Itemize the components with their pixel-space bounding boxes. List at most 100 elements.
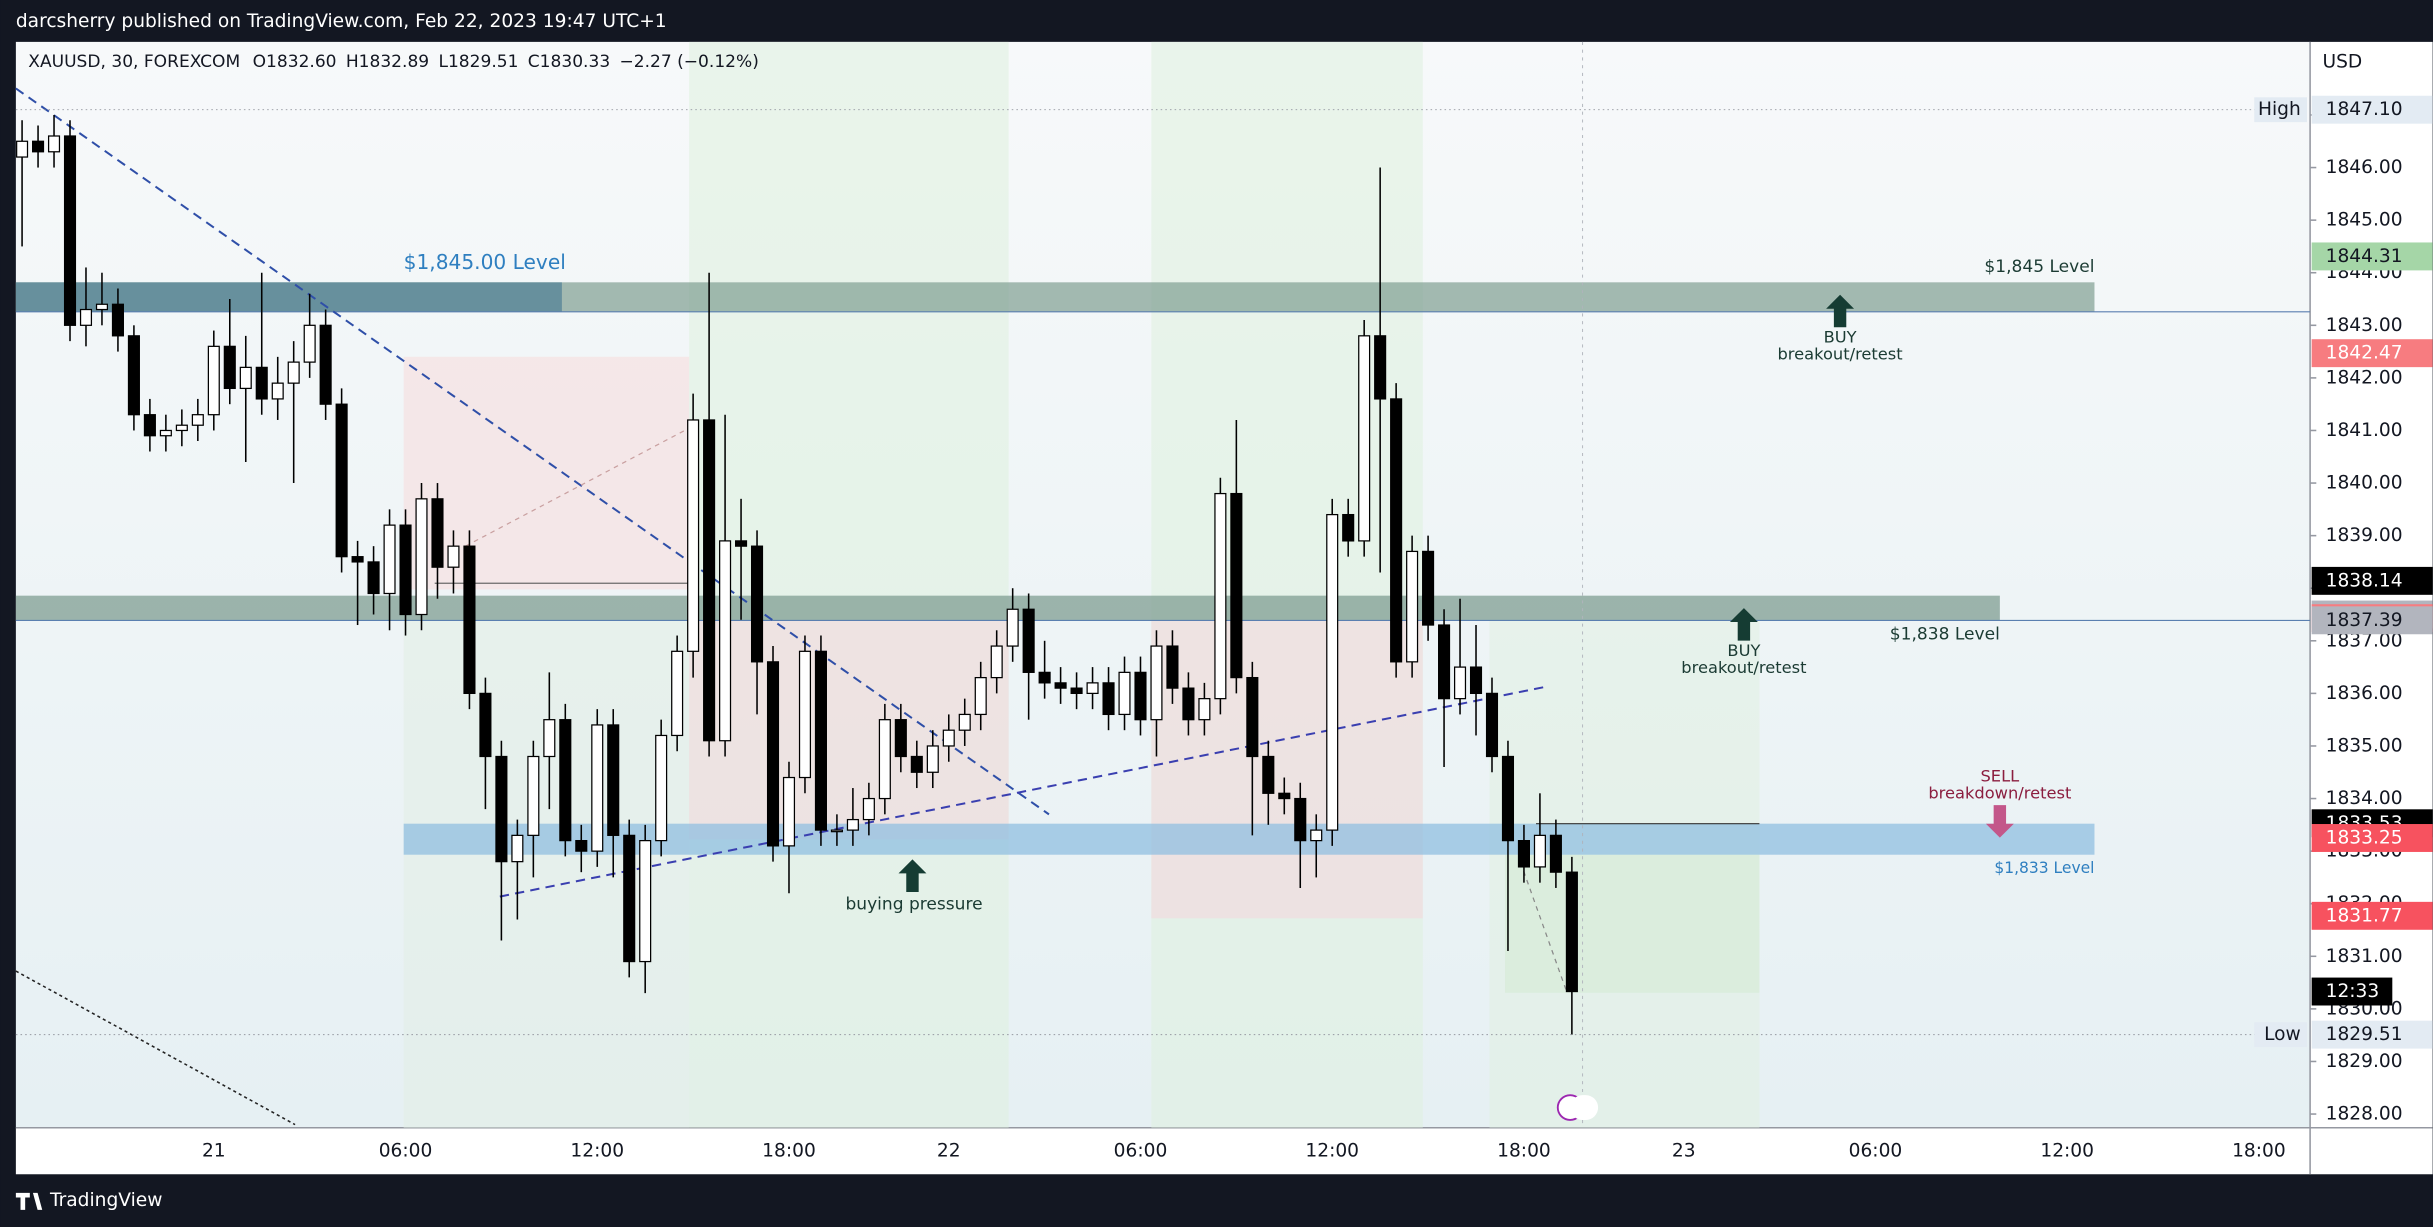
candle-body: [958, 713, 971, 731]
candle-body: [223, 345, 236, 390]
candle-body: [463, 545, 476, 695]
price-label-bg: [2311, 824, 2433, 852]
candle-body: [271, 382, 284, 400]
trend-line: [499, 686, 1545, 898]
annotation: BUY: [1824, 328, 1857, 347]
y-tick-label: 1829.00: [2326, 1051, 2403, 1072]
candle-body: [1006, 608, 1019, 647]
candle-body: [543, 719, 556, 758]
candle-body: [63, 135, 77, 326]
ohlc-label: H1832.89: [346, 52, 429, 72]
candle-body: [1246, 676, 1259, 758]
candle-body: [191, 414, 204, 426]
y-tick-label: 1831.00: [2326, 946, 2403, 967]
candle-body: [735, 540, 748, 547]
candle-body: [1342, 513, 1355, 542]
candle-body: [591, 724, 604, 852]
price-label: 1829.51: [2326, 1024, 2403, 1045]
candle-body: [719, 540, 732, 742]
annotation: breakout/retest: [1777, 345, 1902, 364]
candle-body: [1469, 666, 1483, 695]
candle-body: [1390, 398, 1403, 663]
price-label: 1842.47: [2326, 343, 2403, 364]
candle-body: [974, 676, 987, 716]
green-box: [1505, 854, 1760, 993]
candle-body: [1166, 645, 1179, 689]
candle-body: [1501, 755, 1515, 842]
candle-body: [990, 645, 1003, 679]
candle-body: [32, 140, 45, 153]
candle-body: [798, 650, 812, 779]
y-tick-label: 1845.00: [2326, 210, 2403, 231]
price-label-bg: [2311, 242, 2433, 271]
y-tick-label: 1841.00: [2326, 420, 2403, 441]
candle-body: [1214, 492, 1227, 700]
y-tick-label: 1836.00: [2326, 683, 2403, 704]
x-tick-label: 06:00: [1114, 1140, 1168, 1161]
candle-body: [1565, 871, 1578, 993]
annotation: BUY: [1727, 641, 1760, 660]
x-tick-label: 06:00: [379, 1140, 433, 1161]
candle-body: [1310, 829, 1323, 842]
time-axis: [15, 1127, 2433, 1175]
x-tick-label: 18:00: [762, 1140, 816, 1161]
price-label: 1844.31: [2326, 246, 2403, 267]
x-tick-label: 21: [202, 1140, 226, 1161]
y-tick-label: 1846.00: [2326, 157, 2403, 178]
zone-label: $1,838 Level: [1890, 624, 2000, 644]
brand: TradingView: [49, 1190, 162, 1211]
candle-body: [527, 755, 540, 836]
y-tick-label: 1840.00: [2326, 473, 2403, 494]
x-tick-label: 18:00: [2232, 1140, 2286, 1161]
zone-label: $1,833 Level: [1994, 859, 2094, 877]
candle-body: [447, 545, 460, 568]
extreme-tag-bg: [2254, 97, 2307, 123]
candle-body: [1406, 550, 1419, 663]
x-tick-label: 23: [1672, 1140, 1696, 1161]
extreme-tag: High: [2258, 99, 2301, 120]
price-label-bg: [2311, 95, 2433, 124]
candle-body: [111, 303, 124, 337]
arrow-up: [898, 859, 927, 892]
candle-body: [351, 556, 364, 563]
symbol-info: XAUUSD, 30, FOREXCOM: [28, 52, 240, 72]
candle-body: [1198, 698, 1211, 721]
x-tick-label: 18:00: [1497, 1140, 1551, 1161]
y-tick-label: 1843.00: [2326, 315, 2403, 336]
ohlc-label: O1832.60: [253, 52, 337, 72]
candle-body: [159, 429, 172, 437]
candle-body: [559, 719, 572, 842]
candle-body: [1422, 550, 1435, 626]
candle-body: [1070, 687, 1083, 695]
candle-body: [1038, 671, 1051, 684]
candle-body: [782, 776, 796, 847]
candle-body: [367, 561, 380, 595]
candle-body: [607, 724, 620, 836]
y-tick-label: 1835.00: [2326, 735, 2403, 756]
candle-body: [575, 839, 588, 852]
candle-body: [766, 661, 780, 847]
candle-body: [1134, 671, 1147, 721]
price-label: 1838.14: [2326, 570, 2403, 591]
arrow-down: [1985, 805, 2014, 838]
candle-body: [814, 650, 827, 831]
candle-body: [671, 650, 684, 737]
y-tick-label: 1842.00: [2326, 367, 2403, 388]
price-label: 1847.10: [2326, 99, 2403, 120]
candle-body: [175, 424, 188, 432]
pink-box: [403, 356, 690, 590]
candle-body: [1230, 492, 1243, 679]
arrow-up: [1826, 294, 1855, 328]
candle-body: [335, 403, 348, 558]
candle-body: [830, 829, 843, 833]
event-icon-pill[interactable]: [1570, 1095, 1599, 1120]
candle-body: [1022, 608, 1035, 673]
candle-body: [846, 818, 859, 831]
price-label: 1837.39: [2326, 610, 2403, 631]
candle-body: [79, 308, 93, 326]
candle-body: [319, 324, 332, 405]
candle-body: [1182, 687, 1195, 721]
change-label: −2.27 (−0.12%): [619, 52, 758, 72]
candle-body: [894, 719, 907, 758]
